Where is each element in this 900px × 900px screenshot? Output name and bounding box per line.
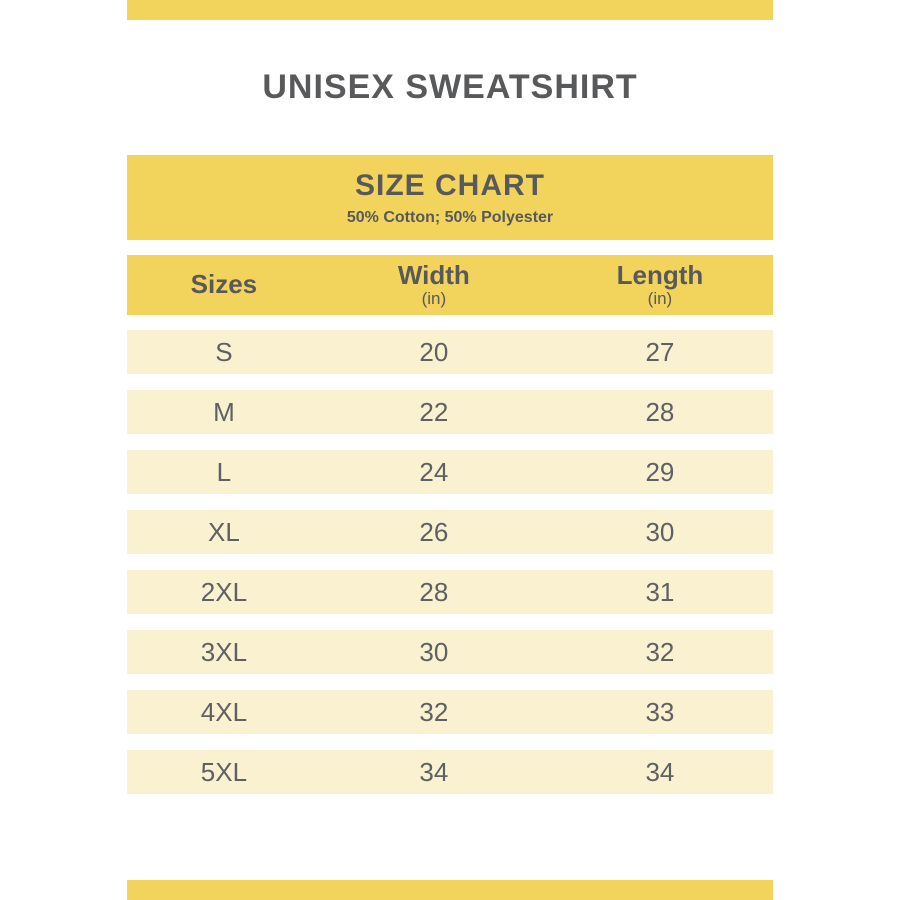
- column-header-width: Width (in): [321, 255, 547, 315]
- content-column: UNISEX SWEATSHIRT SIZE CHART 50% Cotton;…: [127, 0, 773, 900]
- table-row: 5XL 34 34: [127, 750, 773, 794]
- width-cell: 20: [419, 336, 449, 367]
- size-cell: 3XL: [200, 636, 248, 667]
- size-cell: S: [215, 336, 233, 367]
- column-header-sizes: Sizes: [127, 255, 321, 315]
- top-accent-bar: [127, 0, 773, 20]
- page-title-area: UNISEX SWEATSHIRT: [127, 20, 773, 155]
- width-cell: 26: [419, 516, 449, 547]
- width-cell: 24: [419, 456, 449, 487]
- width-cell: 30: [419, 636, 449, 667]
- width-cell: 28: [419, 576, 449, 607]
- table-row: 2XL 28 31: [127, 570, 773, 614]
- table-header-row: Sizes Width (in) Length (in): [127, 255, 773, 315]
- size-cell: 5XL: [200, 756, 248, 787]
- length-cell: 33: [645, 696, 675, 727]
- column-label: Length: [616, 260, 704, 291]
- fabric-composition: 50% Cotton; 50% Polyester: [346, 208, 554, 226]
- width-cell: 34: [419, 756, 449, 787]
- length-cell: 34: [645, 756, 675, 787]
- size-cell: 4XL: [200, 696, 248, 727]
- table-row: L 24 29: [127, 450, 773, 494]
- width-cell: 22: [419, 396, 449, 427]
- length-cell: 27: [645, 336, 675, 367]
- table-row: S 20 27: [127, 330, 773, 374]
- table-row: M 22 28: [127, 390, 773, 434]
- length-cell: 29: [645, 456, 675, 487]
- size-cell: XL: [207, 516, 240, 547]
- width-cell: 32: [419, 696, 449, 727]
- page-title: UNISEX SWEATSHIRT: [262, 68, 638, 106]
- length-cell: 32: [645, 636, 675, 667]
- column-label: Sizes: [190, 269, 258, 300]
- size-cell: 2XL: [200, 576, 248, 607]
- column-unit: (in): [421, 288, 447, 308]
- size-chart-header: SIZE CHART 50% Cotton; 50% Polyester: [127, 155, 773, 240]
- bottom-accent-bar: [127, 880, 773, 900]
- length-cell: 28: [645, 396, 675, 427]
- size-cell: L: [216, 456, 232, 487]
- length-cell: 30: [645, 516, 675, 547]
- size-cell: M: [213, 396, 235, 427]
- column-unit: (in): [647, 288, 673, 308]
- column-header-length: Length (in): [547, 255, 773, 315]
- length-cell: 31: [645, 576, 675, 607]
- table-row: 4XL 32 33: [127, 690, 773, 734]
- column-label: Width: [397, 260, 470, 291]
- table-row: XL 26 30: [127, 510, 773, 554]
- table-row: 3XL 30 32: [127, 630, 773, 674]
- size-chart-heading: SIZE CHART: [355, 168, 545, 202]
